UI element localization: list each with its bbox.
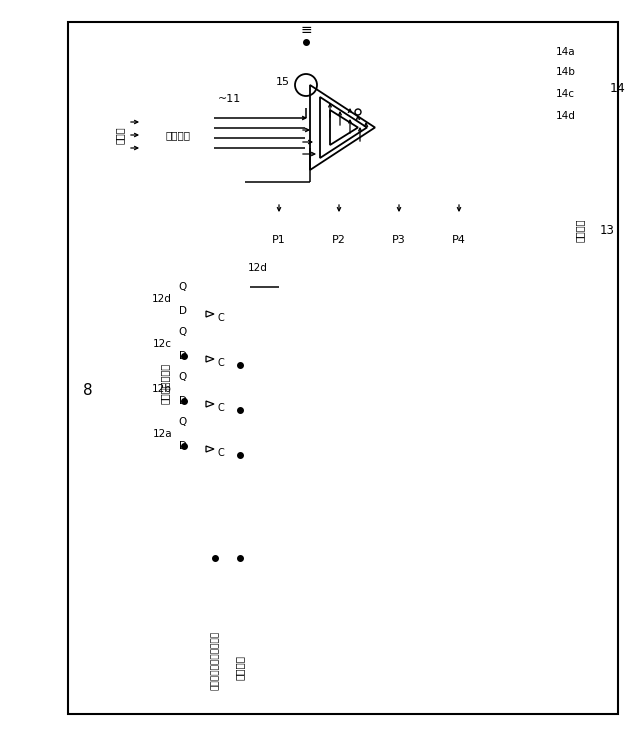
Text: 15: 15 (276, 77, 290, 87)
Bar (142, 108, 214, 163)
Bar (192, 278, 250, 320)
Text: 14c: 14c (556, 89, 575, 99)
Bar (226, 533, 254, 543)
Text: 12a: 12a (152, 429, 172, 439)
Text: 制御回路: 制御回路 (166, 130, 191, 140)
Text: 元の信号（試験用信号）: 元の信号（試験用信号） (211, 630, 220, 689)
Text: P4: P4 (452, 235, 466, 245)
Text: 14b: 14b (556, 67, 576, 77)
Bar (155, 268, 440, 498)
Text: Q: Q (179, 282, 187, 292)
Text: 12c: 12c (153, 339, 172, 349)
Text: C: C (218, 358, 225, 368)
Bar (378, 192, 420, 230)
Text: C: C (218, 403, 225, 413)
Text: D: D (179, 306, 187, 316)
Text: Q: Q (179, 417, 187, 427)
Text: Q: Q (179, 372, 187, 382)
Text: 14a: 14a (556, 47, 575, 57)
Text: 設定値: 設定値 (115, 126, 125, 144)
Text: D: D (179, 351, 187, 361)
Bar (68, 22, 618, 714)
Text: 8: 8 (83, 382, 93, 398)
Bar (245, 182, 575, 277)
Text: ≡: ≡ (300, 23, 312, 37)
Bar (258, 192, 300, 230)
Bar (438, 192, 480, 230)
Bar (192, 323, 250, 365)
Text: 12d: 12d (152, 294, 172, 304)
Text: 12d: 12d (248, 263, 268, 273)
Text: P2: P2 (332, 235, 346, 245)
Text: Q: Q (179, 327, 187, 337)
Text: C: C (218, 313, 225, 323)
Text: 13: 13 (600, 224, 615, 236)
Bar (298, 42, 314, 64)
Text: クロック: クロック (235, 655, 245, 680)
Text: P3: P3 (392, 235, 406, 245)
Text: 14d: 14d (556, 111, 576, 121)
Text: 12b: 12b (152, 384, 172, 394)
Bar (318, 192, 360, 230)
Text: D: D (179, 396, 187, 406)
Text: ~11: ~11 (218, 94, 241, 104)
Text: データ保持回路: データ保持回路 (160, 362, 170, 404)
Bar (201, 533, 229, 543)
Text: C: C (218, 448, 225, 458)
Text: 14: 14 (610, 81, 626, 94)
Text: D: D (179, 441, 187, 451)
Bar (192, 413, 250, 455)
Text: 切断回路: 切断回路 (575, 218, 585, 242)
Text: P1: P1 (272, 235, 286, 245)
Bar (192, 368, 250, 410)
